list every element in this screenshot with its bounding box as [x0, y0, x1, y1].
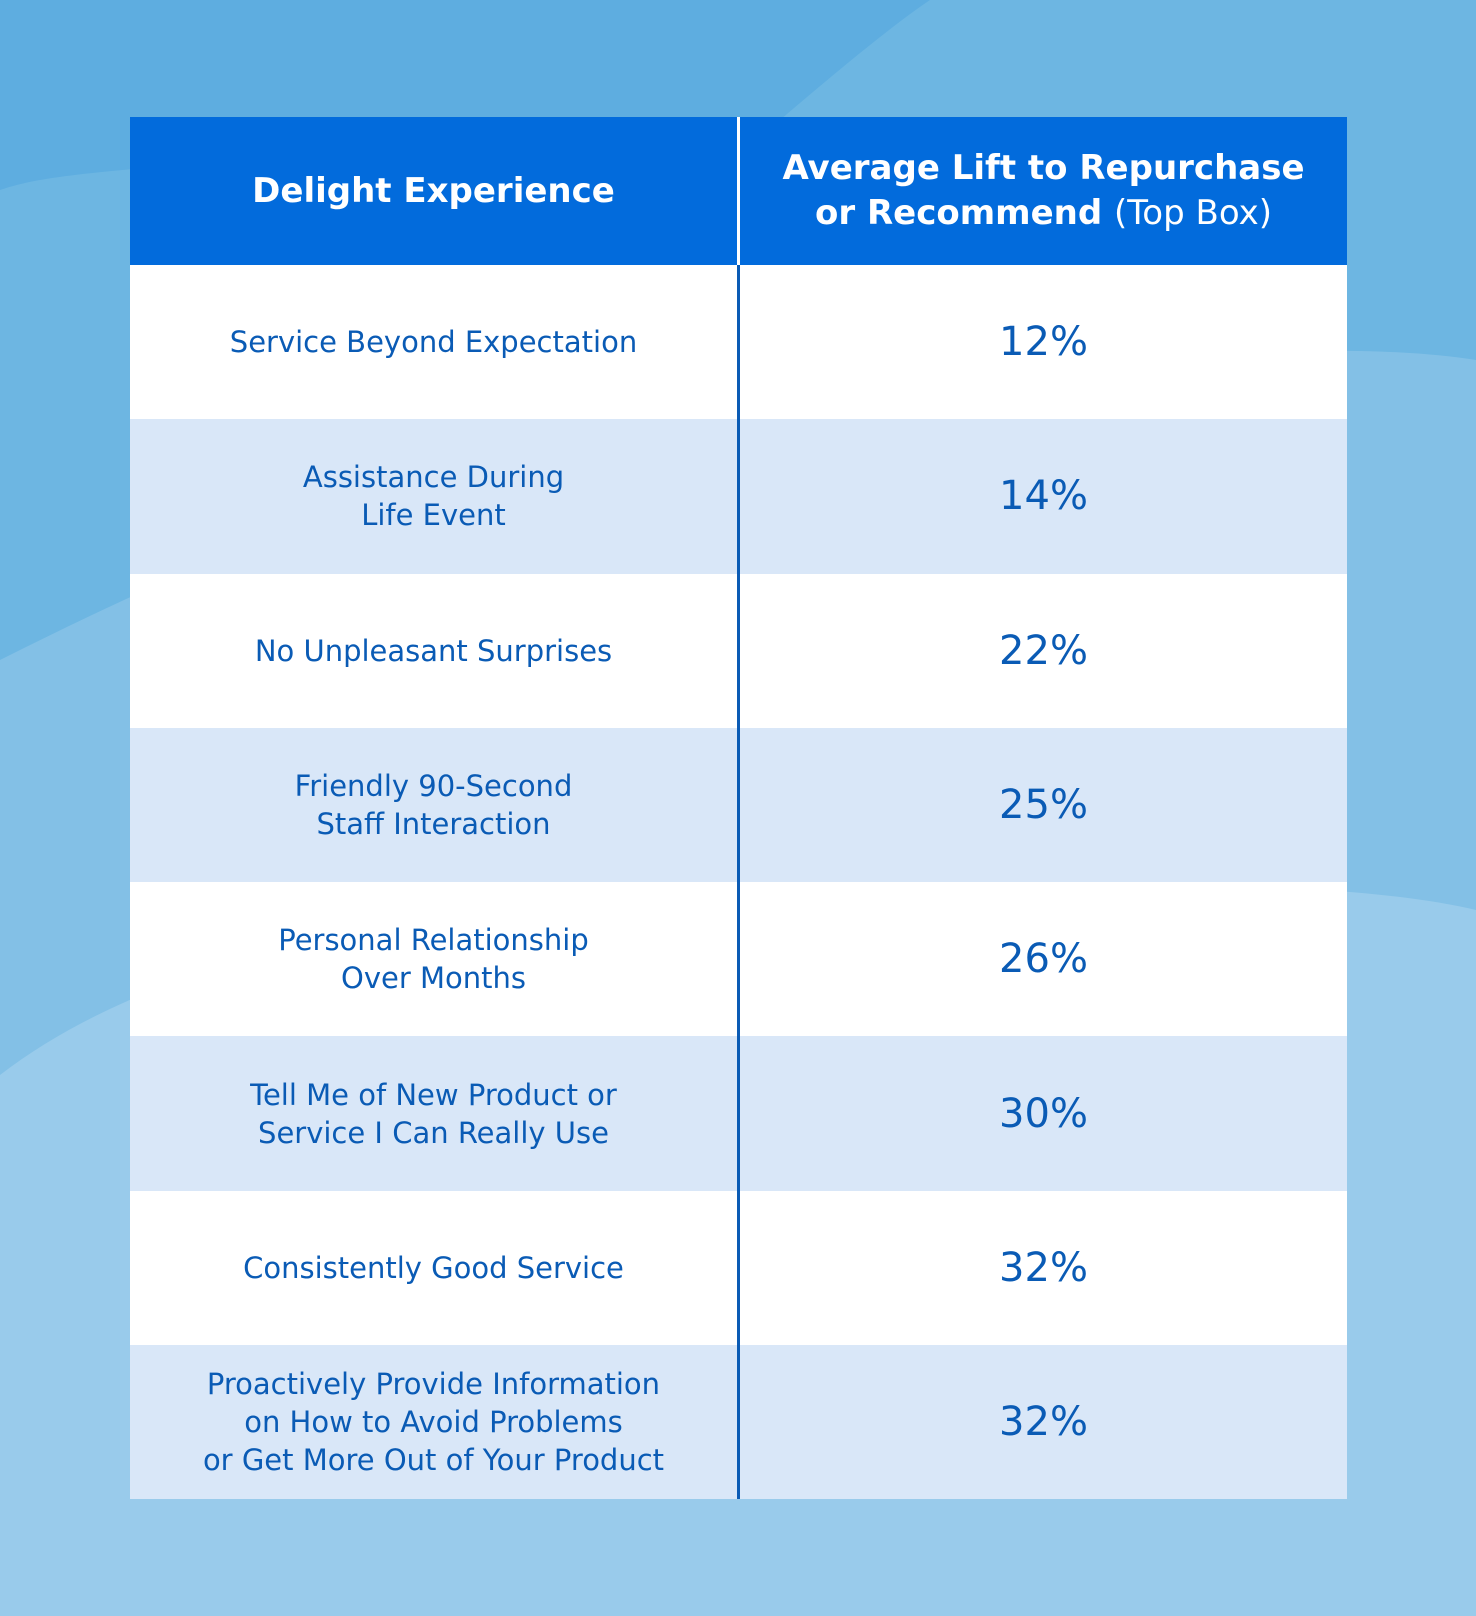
experience-cell: Personal Relationship Over Months: [130, 882, 740, 1037]
experience-cell: No Unpleasant Surprises: [130, 573, 740, 728]
experience-cell: Assistance During Life Event: [130, 419, 740, 574]
table-header: Delight Experience Average Lift to Repur…: [130, 117, 1347, 265]
experience-cell: Friendly 90-Second Staff Interaction: [130, 727, 740, 883]
lift-cell: 32%: [999, 1244, 1088, 1291]
header-average-lift: Average Lift to Repurchase or Recommend …: [740, 117, 1347, 265]
table-row: Friendly 90-Second Staff Interaction 25%: [130, 727, 1347, 883]
lift-cell: 32%: [999, 1399, 1088, 1446]
table-row: Proactively Provide Information on How t…: [130, 1345, 1347, 1500]
header-delight-experience: Delight Experience: [130, 117, 740, 265]
table-row: Service Beyond Expectation 12%: [130, 265, 1347, 420]
lift-cell: 12%: [999, 319, 1088, 366]
experience-cell: Proactively Provide Information on How t…: [130, 1345, 740, 1500]
header-col2-topbox: (Top Box): [1114, 193, 1272, 233]
header-col2-line2: or Recommend: [815, 193, 1103, 233]
delight-table: Delight Experience Average Lift to Repur…: [130, 117, 1347, 1500]
table-row: Tell Me of New Product or Service I Can …: [130, 1036, 1347, 1191]
lift-cell: 14%: [999, 473, 1088, 520]
experience-cell: Tell Me of New Product or Service I Can …: [130, 1036, 740, 1191]
experience-cell: Service Beyond Expectation: [130, 265, 740, 420]
table-row: Personal Relationship Over Months 26%: [130, 882, 1347, 1037]
table-row: No Unpleasant Surprises 22%: [130, 573, 1347, 728]
table-row: Consistently Good Service 32%: [130, 1190, 1347, 1346]
table-row: Assistance During Life Event 14%: [130, 419, 1347, 574]
experience-cell: Consistently Good Service: [130, 1190, 740, 1346]
lift-cell: 26%: [999, 936, 1088, 983]
lift-cell: 25%: [999, 782, 1088, 829]
header-col2-line1: Average Lift to Repurchase: [782, 148, 1305, 188]
lift-cell: 22%: [999, 627, 1088, 674]
lift-cell: 30%: [999, 1090, 1088, 1137]
